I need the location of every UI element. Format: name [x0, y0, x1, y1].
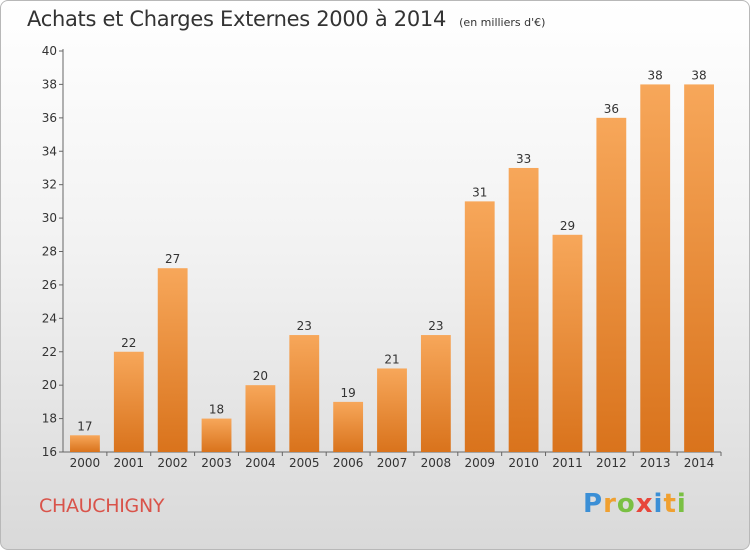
proxiti-logo: Proxiti	[583, 489, 687, 519]
bar	[113, 351, 144, 452]
x-tick-label: 2002	[157, 456, 188, 470]
x-tick-label: 2006	[333, 456, 364, 470]
y-tick-label: 34	[42, 144, 57, 158]
data-label: 23	[428, 319, 443, 333]
bar	[245, 385, 276, 452]
x-tick-label: 2014	[684, 456, 715, 470]
bar	[333, 401, 364, 452]
logo-letter: x	[635, 489, 654, 519]
data-label: 38	[648, 68, 663, 82]
data-label: 36	[604, 102, 619, 116]
data-label: 23	[297, 319, 312, 333]
x-tick-label: 2009	[464, 456, 495, 470]
x-tick-label: 2003	[201, 456, 232, 470]
data-label: 19	[340, 386, 355, 400]
x-tick-label: 2008	[421, 456, 452, 470]
logo-letter: r	[603, 489, 617, 519]
y-tick-label: 26	[42, 278, 57, 292]
x-tick-label: 2011	[552, 456, 583, 470]
logo-letter: t	[663, 489, 677, 519]
bar	[684, 84, 714, 453]
y-tick-label: 20	[42, 378, 57, 392]
y-tick-label: 16	[42, 445, 57, 459]
data-label: 31	[472, 185, 487, 199]
x-tick-label: 2001	[114, 456, 145, 470]
x-tick-label: 2005	[289, 456, 320, 470]
bar	[596, 117, 627, 452]
bar	[420, 335, 451, 452]
x-tick-label: 2000	[70, 456, 101, 470]
x-tick-label: 2010	[508, 456, 539, 470]
bar	[70, 435, 100, 452]
logo-letter: i	[653, 489, 664, 519]
x-tick-label: 2007	[377, 456, 408, 470]
bars	[70, 84, 714, 453]
chart-subtitle: (en milliers d'€)	[459, 16, 546, 29]
bar	[157, 268, 188, 452]
bar	[377, 368, 407, 452]
bar	[201, 418, 232, 452]
bar	[552, 234, 583, 452]
y-tick-label: 18	[42, 412, 57, 426]
x-tick-label: 2012	[596, 456, 627, 470]
bar	[464, 201, 495, 452]
y-tick-label: 28	[42, 245, 57, 259]
data-label: 29	[560, 219, 575, 233]
data-label: 33	[516, 152, 531, 166]
axes: 16 18 20 22 24 26 28 30 32 34 36 38 40 2000 2001 2002 20…	[42, 44, 722, 470]
data-label: 20	[253, 369, 268, 383]
logo-letter: P	[583, 489, 604, 519]
bar	[289, 335, 320, 452]
x-tick-label: 2013	[640, 456, 671, 470]
data-label: 18	[209, 403, 224, 417]
bar	[640, 84, 671, 453]
logo-letter: o	[616, 489, 636, 519]
x-tick-label: 2004	[245, 456, 276, 470]
data-label: 17	[77, 419, 92, 433]
y-tick-label: 36	[42, 111, 57, 125]
commune-name: CHAUCHIGNY	[39, 495, 165, 517]
title-block: Achats et Charges Externes 2000 à 2014 (…	[27, 7, 545, 31]
data-label: 21	[384, 352, 399, 366]
data-labels: 17 22 27 18 20 23 19 21 23 31 33 29 36 38 38	[77, 68, 706, 433]
logo-letter: i	[676, 489, 687, 519]
y-tick-label: 40	[42, 44, 57, 58]
y-tick-label: 22	[42, 345, 57, 359]
chart-title: Achats et Charges Externes 2000 à 2014	[27, 7, 447, 31]
y-tick-label: 30	[42, 211, 57, 225]
data-label: 22	[121, 336, 136, 350]
y-tick-label: 38	[42, 77, 57, 91]
data-label: 38	[691, 68, 706, 82]
data-label: 27	[165, 252, 180, 266]
bar	[508, 167, 539, 453]
y-tick-label: 32	[42, 178, 57, 192]
y-tick-label: 24	[42, 311, 57, 325]
